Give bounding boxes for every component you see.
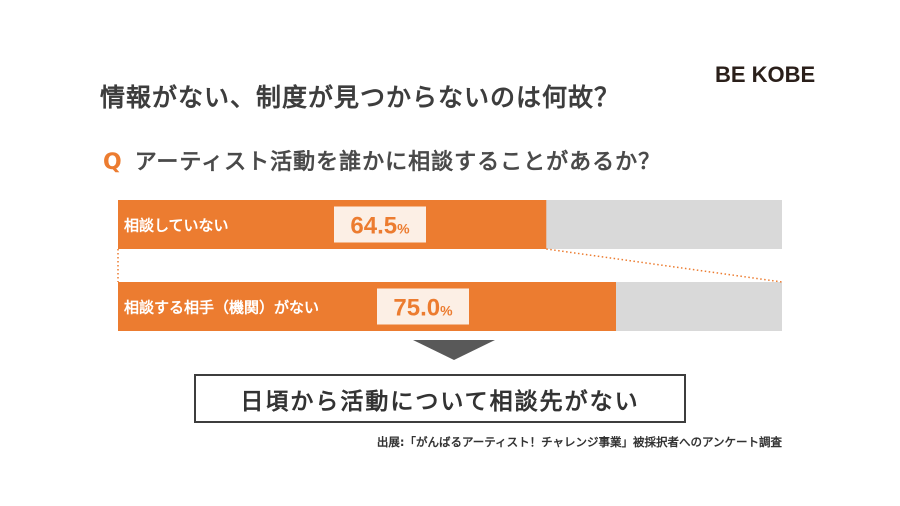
category-label-1: 相談していない	[124, 217, 229, 235]
value-label-box-2	[377, 288, 469, 325]
brand-logo: BE KOBE	[715, 62, 816, 87]
bar-2	[118, 282, 616, 331]
value-unit-1: %	[397, 221, 410, 237]
question-mark: Q	[103, 150, 123, 175]
category-label-2: 相談する相手（機関）がない	[124, 299, 319, 317]
conclusion-box: 日頃から活動について相談先がない	[194, 374, 686, 423]
value-label-box-1	[334, 206, 426, 243]
connector-right-line	[546, 248, 783, 283]
source-note: 出展:「がんばるアーティスト！チャレンジ事業」被採択者へのアンケート調査	[376, 435, 782, 449]
value-unit-2: %	[440, 303, 453, 319]
page-title: 情報がない、制度が見つからないのは何故？	[100, 83, 621, 112]
question-text: アーティスト活動を誰かに相談することがあるか？	[134, 150, 662, 175]
question-heading: Q アーティスト活動を誰かに相談することがあるか？	[103, 144, 661, 176]
down-arrow-icon	[413, 340, 495, 360]
bar-1	[118, 200, 547, 249]
